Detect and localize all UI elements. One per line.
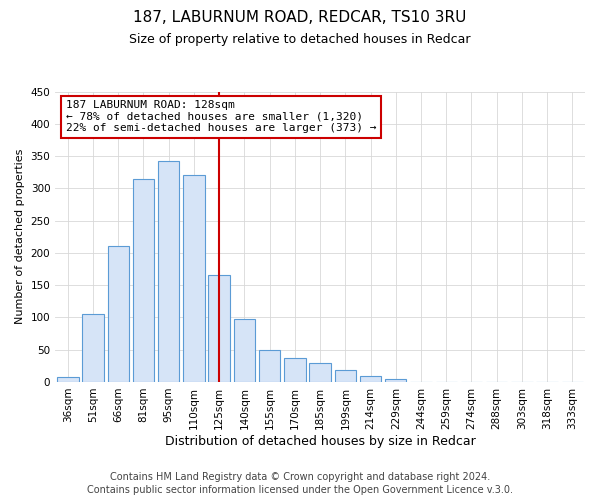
Bar (284, 358, 305, 382)
Bar (133, 178, 154, 382)
Text: 187, LABURNUM ROAD, REDCAR, TS10 3RU: 187, LABURNUM ROAD, REDCAR, TS10 3RU (133, 10, 467, 25)
Bar (208, 276, 230, 382)
Text: Size of property relative to detached houses in Redcar: Size of property relative to detached ho… (129, 32, 471, 46)
Text: 187 LABURNUM ROAD: 128sqm
← 78% of detached houses are smaller (1,320)
22% of se: 187 LABURNUM ROAD: 128sqm ← 78% of detac… (66, 100, 376, 134)
Bar (360, 376, 381, 382)
Bar (259, 350, 280, 382)
Bar (183, 176, 205, 382)
Bar (82, 314, 104, 382)
Bar (310, 363, 331, 382)
X-axis label: Distribution of detached houses by size in Redcar: Distribution of detached houses by size … (165, 434, 475, 448)
Bar (335, 370, 356, 382)
Bar (107, 246, 129, 382)
Bar (385, 378, 406, 382)
Bar (57, 378, 79, 382)
Bar (158, 160, 179, 382)
Y-axis label: Number of detached properties: Number of detached properties (15, 149, 25, 324)
Bar (233, 320, 255, 382)
Text: Contains HM Land Registry data © Crown copyright and database right 2024.
Contai: Contains HM Land Registry data © Crown c… (87, 472, 513, 495)
